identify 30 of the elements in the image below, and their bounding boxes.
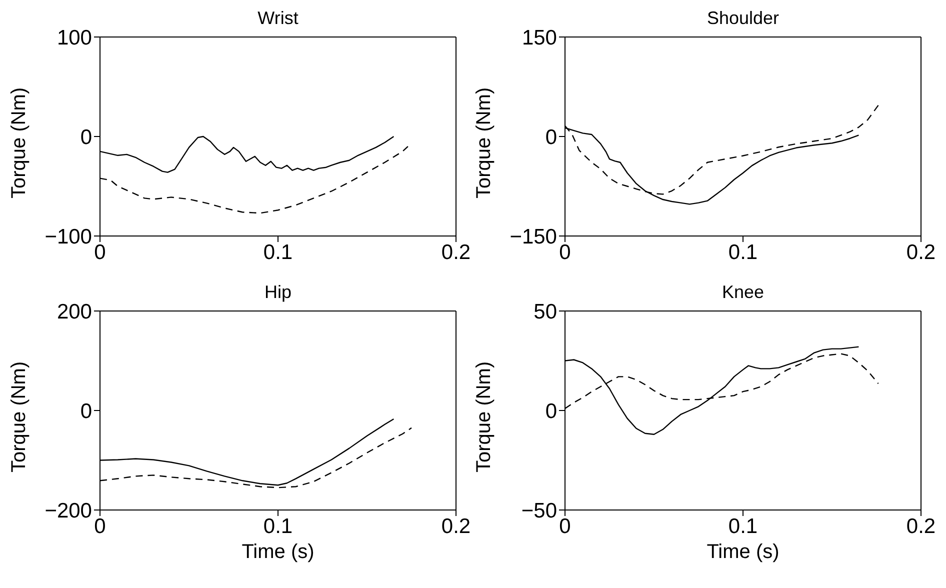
y-axis-title: Torque (Nm) <box>8 87 30 198</box>
chart-title: Knee <box>720 282 766 302</box>
y-tick-label: −200 <box>44 499 92 522</box>
y-tick-label: −150 <box>510 225 557 248</box>
x-tick-label: 0.2 <box>441 514 471 538</box>
chart-title: Wrist <box>256 8 300 28</box>
chart-title: Shoulder <box>706 8 780 28</box>
y-tick-label: −100 <box>44 225 92 248</box>
y-axis-title: Torque (Nm) <box>8 361 30 472</box>
y-tick-label: 100 <box>56 26 92 50</box>
x-tick-label: 0.1 <box>263 514 293 538</box>
x-tick-label: 0.1 <box>728 240 758 264</box>
x-tick-label: 0.2 <box>906 240 936 264</box>
y-tick-label: 0 <box>80 400 92 423</box>
y-tick-label: 50 <box>534 300 557 324</box>
x-tick-label: 0.2 <box>441 240 471 264</box>
chart-title: Hip <box>263 282 292 302</box>
y-tick-label: 0 <box>80 126 92 149</box>
y-tick-label: 0 <box>545 400 557 423</box>
x-tick-label: 0.2 <box>906 514 936 538</box>
y-axis-title: Torque (Nm) <box>473 361 496 472</box>
x-tick-label: 0.1 <box>728 514 758 538</box>
x-tick-label: 0.1 <box>263 240 293 264</box>
x-axis-title: Time (s) <box>242 541 314 563</box>
y-tick-label: 150 <box>522 26 557 50</box>
y-tick-label: −50 <box>521 499 557 522</box>
y-axis-title: Torque (Nm) <box>473 87 496 198</box>
y-tick-label: 200 <box>56 300 92 324</box>
x-axis-title: Time (s) <box>706 541 780 563</box>
y-tick-label: 0 <box>545 126 557 149</box>
